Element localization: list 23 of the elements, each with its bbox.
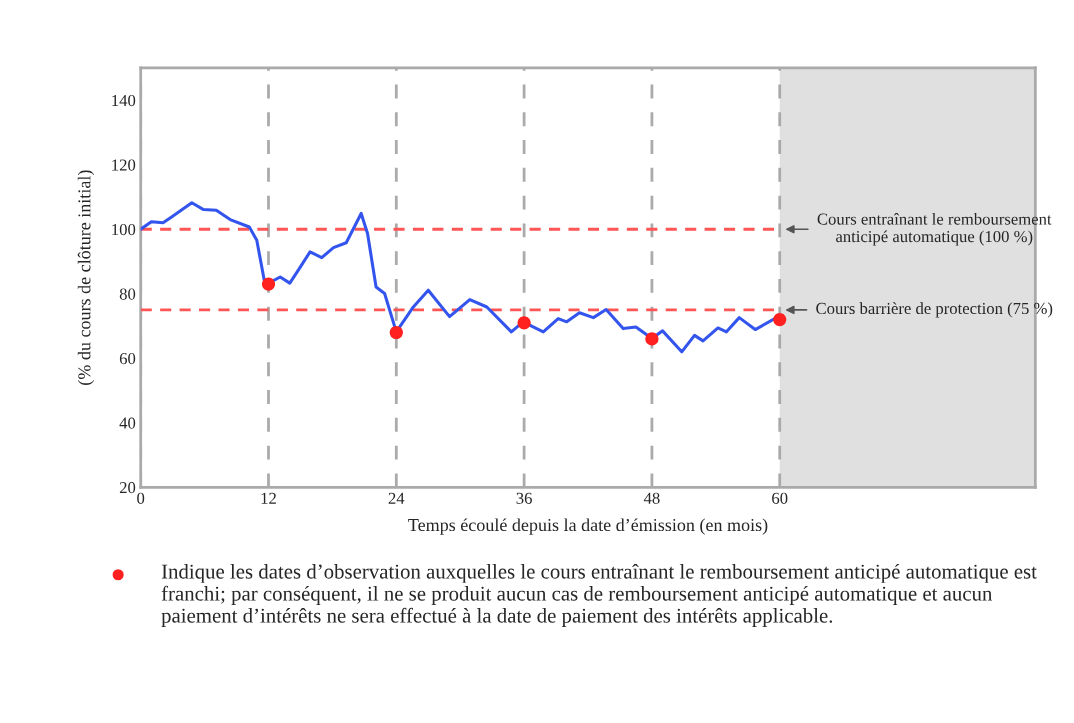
point: [389, 325, 403, 340]
x-tick-label: 24: [388, 492, 405, 504]
y-tick-label: 40: [119, 417, 136, 429]
y-tick-label: 60: [119, 352, 136, 365]
y-tick-label: 20: [119, 482, 136, 494]
point: [645, 332, 659, 346]
x-tick-label: 0: [137, 492, 145, 504]
x-tick-label: 60: [772, 492, 788, 504]
point: [517, 316, 531, 330]
y-tick-label: 140: [112, 94, 136, 107]
ref-line-label: Cours barrière de protection (75 %): [816, 302, 1053, 318]
y-tick-label: 120: [112, 159, 136, 171]
point: [773, 312, 787, 327]
x-axis-title: Temps écoulé depuis la date d’émission (en mois): [408, 518, 768, 535]
x-tick-label: 12: [261, 492, 276, 504]
ref-line-label: Cours entraînant le remboursement anticipé automatique (100 %): [817, 212, 1052, 246]
x-tick-label: 48: [643, 492, 660, 504]
point: [261, 277, 276, 291]
y-axis-title: (% du cours de clôture initial): [77, 170, 95, 385]
y-tick-label: 80: [119, 288, 136, 300]
legend-label: Indique les dates d’observation auxquelles le cours entraînant le remboursement anticipé automatique est franchi; par conséquent, il ne se produit aucun cas de remboursement anticipé automatique et aucun paiement d’intérêts ne sera effectué à la date de paiement des intérêts applicable.: [161, 563, 1037, 627]
y-tick-label: 100: [112, 223, 136, 236]
x-tick-label: 36: [516, 492, 532, 504]
